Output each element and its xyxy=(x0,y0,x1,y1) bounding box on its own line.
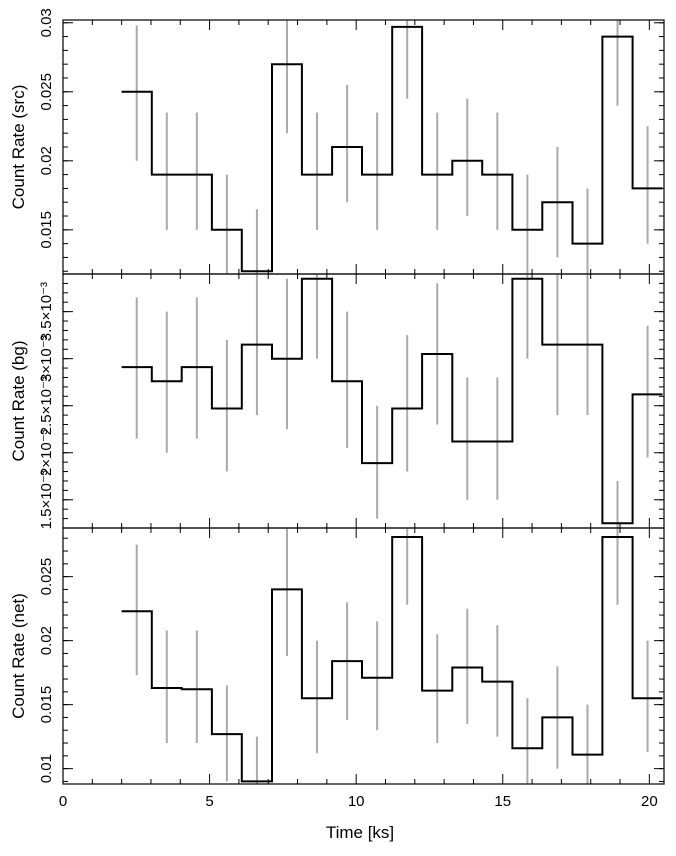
x-tick-label-20: 20 xyxy=(641,793,658,810)
y-axis-title-net: Count Rate (net) xyxy=(9,593,28,719)
step-line-bg xyxy=(121,277,663,525)
x-tick-label-5: 5 xyxy=(205,793,213,810)
x-tick-label-0: 0 xyxy=(59,793,67,810)
y-tick-label-src-3: 0.03 xyxy=(38,8,55,37)
y-tick-label-bg-3: 3×10⁻³ xyxy=(38,335,55,382)
step-line-net xyxy=(121,536,663,783)
plot-frame-bg xyxy=(62,273,665,529)
x-axis-title: Time [ks] xyxy=(326,823,394,842)
y-tick-label-bg-4: 3.5×10⁻³ xyxy=(38,282,55,341)
y-tick-label-bg-1: 2×10⁻³ xyxy=(38,429,55,476)
y-tick-label-net-1: 0.015 xyxy=(38,686,55,724)
y-axis-title-bg: Count Rate (bg) xyxy=(9,341,28,462)
y-tick-label-src-2: 0.025 xyxy=(38,73,55,111)
step-line-src xyxy=(121,25,663,273)
x-tick-label-10: 10 xyxy=(348,793,365,810)
y-tick-label-src-1: 0.02 xyxy=(38,146,55,175)
y-axis-title-src: Count Rate (src) xyxy=(9,85,28,210)
y-tick-label-bg-0: 1.5×10⁻³ xyxy=(38,470,55,529)
y-tick-label-net-2: 0.02 xyxy=(38,626,55,655)
y-tick-label-net-3: 0.025 xyxy=(38,558,55,596)
y-tick-label-net-0: 0.01 xyxy=(38,754,55,783)
y-tick-label-bg-2: 2.5×10⁻³ xyxy=(38,376,55,435)
plot-frame-src xyxy=(62,19,665,275)
y-tick-label-src-0: 0.015 xyxy=(38,211,55,249)
x-tick-label-15: 15 xyxy=(494,793,511,810)
plot-frame-net xyxy=(62,527,665,785)
